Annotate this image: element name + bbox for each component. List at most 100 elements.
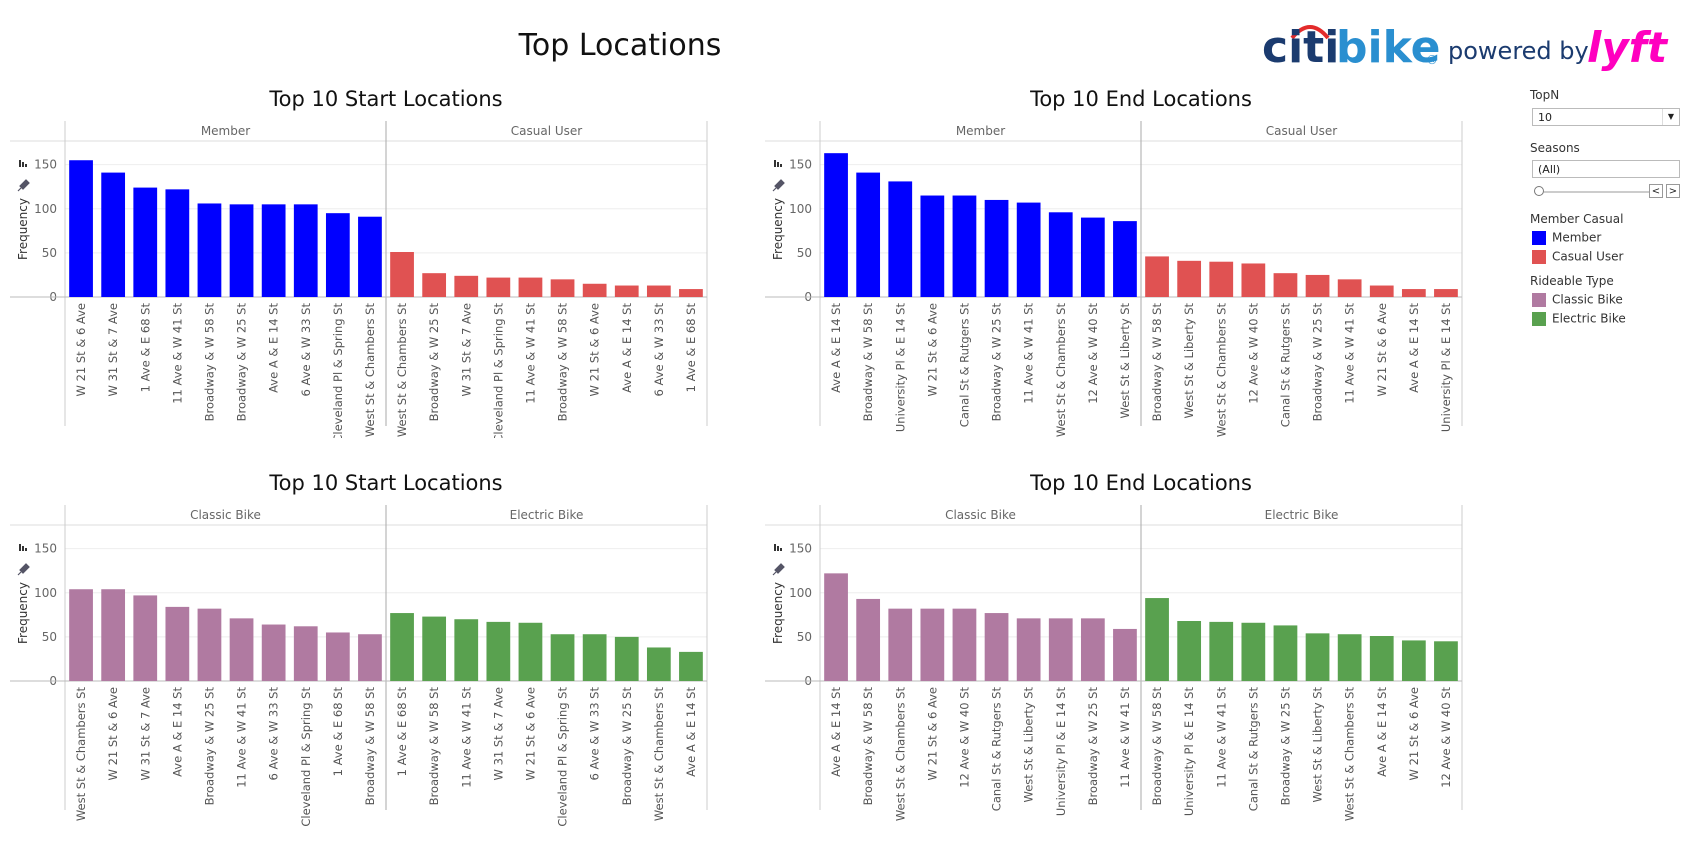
bar[interactable] [1337, 634, 1362, 681]
bar[interactable] [454, 275, 479, 297]
bar[interactable] [1209, 621, 1234, 681]
bar[interactable] [1305, 274, 1330, 297]
bar[interactable] [582, 634, 607, 681]
bar[interactable] [1434, 641, 1458, 681]
pin-icon[interactable] [772, 563, 785, 576]
bar[interactable] [1016, 202, 1041, 297]
bar[interactable] [952, 608, 977, 681]
bar[interactable] [1273, 273, 1298, 297]
sort-icon[interactable] [19, 544, 27, 551]
bar[interactable] [197, 608, 222, 681]
pin-icon[interactable] [17, 563, 30, 576]
bar[interactable] [1241, 263, 1266, 297]
bar[interactable] [920, 195, 945, 297]
bar[interactable] [824, 573, 848, 681]
bar[interactable] [679, 289, 703, 297]
bar[interactable] [293, 204, 318, 297]
previous-season-button[interactable]: < [1649, 184, 1663, 198]
bar[interactable] [454, 619, 479, 681]
bar[interactable] [1177, 260, 1202, 297]
bar[interactable] [1145, 598, 1169, 681]
bar[interactable] [888, 181, 913, 297]
bar[interactable] [293, 626, 318, 681]
x-category-label: 1 Ave & E 68 St [684, 303, 698, 393]
bar[interactable] [133, 187, 158, 297]
bar[interactable] [1113, 628, 1137, 681]
topn-dropdown[interactable]: 10 ▼ [1532, 108, 1680, 126]
bar[interactable] [358, 216, 382, 297]
bar[interactable] [856, 598, 881, 681]
bar[interactable] [614, 636, 639, 681]
sort-icon[interactable] [19, 160, 27, 167]
bar[interactable] [261, 624, 286, 681]
bar[interactable] [1145, 256, 1169, 297]
legend-item-classic-bike[interactable]: Classic Bike [1532, 292, 1623, 308]
seasons-input[interactable]: (All) [1532, 160, 1680, 178]
pin-icon[interactable] [772, 179, 785, 192]
bar[interactable] [646, 647, 671, 681]
bar[interactable] [1305, 633, 1330, 681]
bar[interactable] [1241, 622, 1266, 681]
bar[interactable] [69, 160, 93, 297]
chevron-down-icon[interactable]: ▼ [1662, 109, 1679, 125]
seasons-slider-knob[interactable] [1534, 186, 1544, 196]
seasons-slider-track[interactable] [1544, 191, 1652, 193]
next-season-button[interactable]: > [1666, 184, 1680, 198]
bar[interactable] [1113, 221, 1137, 297]
bar[interactable] [856, 172, 881, 297]
bar[interactable] [358, 634, 382, 681]
sort-icon[interactable] [774, 544, 782, 551]
bar[interactable] [1080, 618, 1105, 681]
bar[interactable] [550, 634, 575, 681]
bar[interactable] [1048, 212, 1073, 297]
bar[interactable] [261, 204, 286, 297]
bar[interactable] [888, 608, 913, 681]
bar[interactable] [824, 153, 848, 297]
bar[interactable] [518, 622, 543, 681]
bar[interactable] [390, 252, 414, 297]
bar[interactable] [197, 203, 222, 297]
bar[interactable] [390, 613, 414, 681]
bar[interactable] [422, 616, 447, 681]
bar[interactable] [984, 613, 1009, 681]
bar[interactable] [165, 189, 190, 297]
bar[interactable] [1434, 289, 1458, 297]
bar[interactable] [165, 606, 190, 681]
bar[interactable] [646, 285, 671, 297]
bar[interactable] [1209, 261, 1234, 297]
legend-item-electric-bike[interactable]: Electric Bike [1532, 311, 1626, 327]
bar[interactable] [679, 651, 703, 681]
bar[interactable] [229, 618, 254, 681]
bar[interactable] [422, 273, 447, 297]
legend-item-casual-user[interactable]: Casual User [1532, 249, 1623, 265]
bar[interactable] [1273, 625, 1298, 681]
bar[interactable] [1177, 621, 1202, 681]
bar[interactable] [1369, 285, 1394, 297]
bar[interactable] [69, 589, 93, 681]
bar[interactable] [1080, 217, 1105, 297]
bar[interactable] [325, 213, 350, 297]
bar[interactable] [582, 283, 607, 297]
bar[interactable] [614, 285, 639, 297]
bar[interactable] [1401, 289, 1426, 297]
legend-item-member[interactable]: Member [1532, 230, 1601, 246]
bar[interactable] [229, 204, 254, 297]
bar[interactable] [101, 589, 126, 681]
bar[interactable] [1369, 636, 1394, 681]
bar[interactable] [920, 608, 945, 681]
bar[interactable] [486, 621, 511, 681]
bar[interactable] [518, 277, 543, 297]
bar[interactable] [550, 279, 575, 297]
bar[interactable] [101, 172, 126, 297]
bar[interactable] [952, 195, 977, 297]
bar[interactable] [133, 595, 158, 681]
bar[interactable] [1048, 618, 1073, 681]
sort-icon[interactable] [774, 160, 782, 167]
bar[interactable] [325, 632, 350, 681]
bar[interactable] [1016, 618, 1041, 681]
bar[interactable] [984, 199, 1009, 297]
bar[interactable] [486, 277, 511, 297]
bar[interactable] [1337, 279, 1362, 297]
bar[interactable] [1401, 640, 1426, 681]
pin-icon[interactable] [17, 179, 30, 192]
